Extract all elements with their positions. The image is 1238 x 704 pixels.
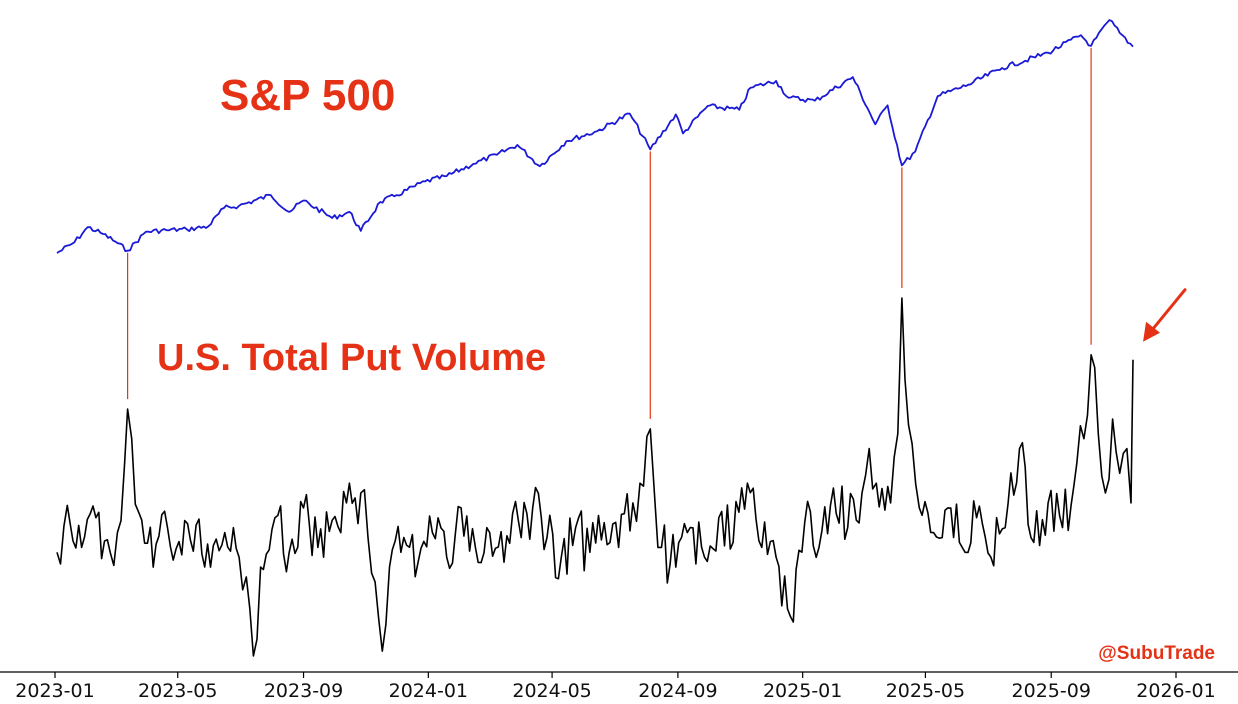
- x-tick-label: 2024-05: [512, 680, 591, 702]
- annotation-arrow-head: [1143, 321, 1161, 342]
- x-tick-label: 2025-09: [1012, 680, 1091, 702]
- annotation-layer: [127, 47, 1187, 419]
- sp500-series-line: [56, 19, 1134, 254]
- x-tick-label: 2023-09: [264, 680, 343, 702]
- x-tick-label: 2023-01: [15, 680, 94, 702]
- x-tick-label: 2024-09: [638, 680, 717, 702]
- credit-watermark: @SubuTrade: [1098, 643, 1215, 664]
- x-tick-label: 2023-05: [138, 680, 217, 702]
- annotation-arrow-shaft: [1147, 288, 1187, 336]
- put-volume-series-line: [56, 297, 1134, 657]
- x-tick-label: 2025-01: [763, 680, 842, 702]
- sp500-series-label: S&P 500: [220, 71, 395, 120]
- put-volume-series-label: U.S. Total Put Volume: [157, 337, 546, 379]
- series-layer: [56, 19, 1134, 657]
- x-axis-ticks: 2023-01 2023-05 2023-09 2024-01 2024-05 2024-…: [15, 672, 1216, 702]
- x-tick-label: 2025-05: [886, 680, 965, 702]
- x-tick-label: 2026-01: [1136, 680, 1215, 702]
- x-tick-label: 2024-01: [389, 680, 468, 702]
